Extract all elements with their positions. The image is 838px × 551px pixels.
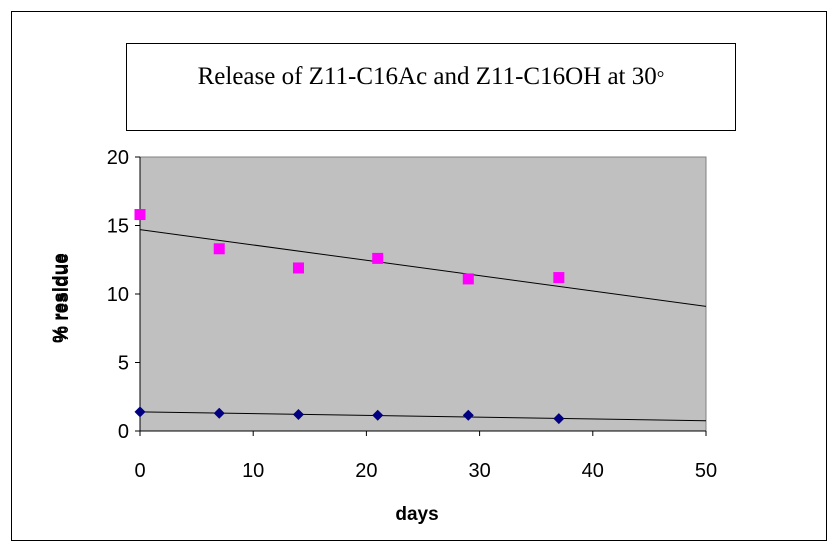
diamond-marker (553, 413, 565, 425)
diamond-marker (372, 409, 384, 421)
x-tick-label: 40 (582, 460, 604, 482)
y-axis-title-overlap: % residue (52, 253, 73, 343)
axes (135, 156, 707, 436)
trendline-2 (139, 229, 707, 307)
square-marker (134, 209, 146, 221)
trendlines (139, 229, 707, 422)
x-axis-title: days (395, 504, 438, 525)
square-marker (292, 262, 304, 274)
data-points (134, 209, 565, 425)
diamond-marker (134, 406, 146, 418)
square-marker (553, 272, 565, 284)
x-tick-label: 10 (242, 460, 264, 482)
diamond-marker (292, 409, 304, 421)
y-tick-label: 10 (107, 284, 129, 306)
y-tick-label: 20 (107, 147, 129, 169)
square-marker (213, 243, 225, 255)
trendline-1 (139, 411, 707, 422)
x-tick-label: 20 (355, 460, 377, 482)
x-tick-label: 0 (134, 460, 145, 482)
y-tick-label: 5 (118, 353, 129, 375)
square-marker (372, 252, 384, 264)
diamond-marker (213, 407, 225, 419)
chart-title-box: Release of Z11-C16Ac and Z11-C16OH at 30… (126, 43, 736, 131)
x-tick-label: 50 (695, 460, 717, 482)
tick-labels: 0 5 10 15 20 0 10 20 30 40 50 (107, 147, 717, 482)
chart-title-text: Release of Z11-C16Ac and Z11-C16OH at 30 (197, 63, 657, 90)
y-tick-label: 15 (107, 216, 129, 238)
chart-title: Release of Z11-C16Ac and Z11-C16OH at 30… (127, 62, 735, 94)
y-tick-label: 0 (118, 421, 129, 443)
diamond-marker (462, 409, 474, 421)
y-axis-title: % residue (50, 253, 71, 343)
square-marker (462, 273, 474, 285)
plot-area (139, 156, 707, 432)
x-tick-label: 30 (468, 460, 490, 482)
chart-title-degree: ° (656, 68, 665, 89)
